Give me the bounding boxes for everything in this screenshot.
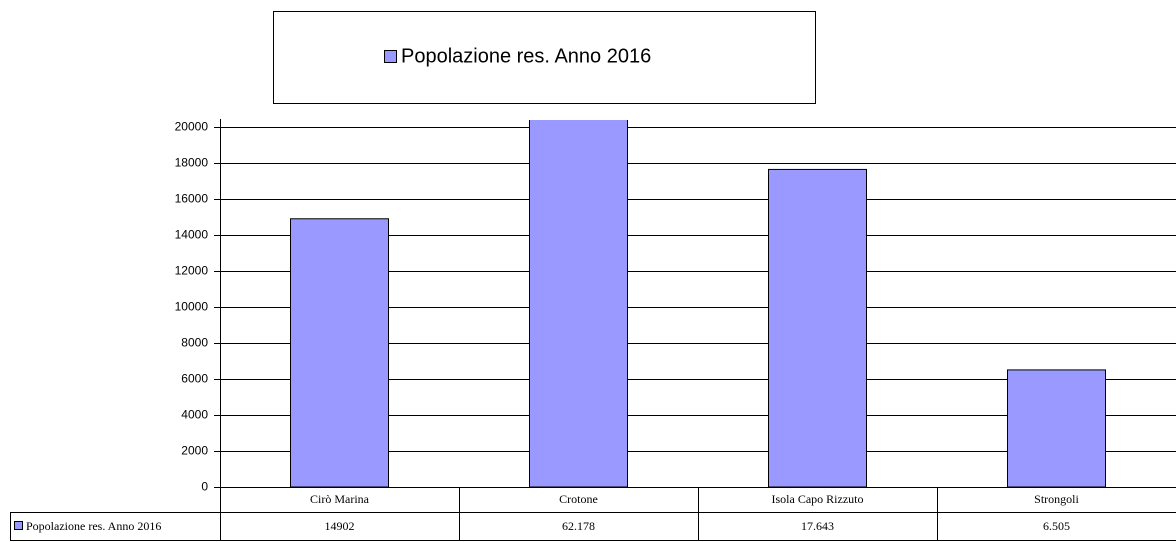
table-legend-swatch bbox=[14, 521, 23, 530]
y-tick-label: 10000 bbox=[175, 300, 209, 314]
bar bbox=[1007, 369, 1106, 487]
x-tick-label: Cirò Marina bbox=[310, 492, 370, 506]
y-tick-label: 2000 bbox=[181, 444, 208, 458]
y-tick-label: 6000 bbox=[181, 372, 208, 386]
y-tick-label: 14000 bbox=[175, 228, 209, 242]
table-value: 17.643 bbox=[801, 519, 834, 533]
plot-area bbox=[290, 120, 1106, 487]
bar bbox=[290, 218, 389, 487]
legend-swatch bbox=[384, 50, 397, 63]
y-tick-label: 16000 bbox=[175, 192, 209, 206]
bar bbox=[768, 168, 867, 487]
table-series-name: Popolazione res. Anno 2016 bbox=[26, 519, 161, 533]
y-tick-label: 4000 bbox=[181, 408, 208, 422]
y-tick-label: 18000 bbox=[175, 156, 209, 170]
y-tick-label: 0 bbox=[201, 480, 208, 494]
x-tick-label: Isola Capo Rizzuto bbox=[772, 492, 864, 506]
bar bbox=[529, 120, 628, 487]
legend-label: Popolazione res. Anno 2016 bbox=[401, 45, 651, 67]
table-value: 62.178 bbox=[562, 519, 595, 533]
table-value: 6.505 bbox=[1043, 519, 1070, 533]
x-tick-label: Strongoli bbox=[1034, 492, 1079, 506]
legend-box bbox=[273, 11, 816, 104]
y-tick-label: 20000 bbox=[175, 120, 209, 134]
x-tick-label: Crotone bbox=[559, 492, 598, 506]
y-tick-label: 12000 bbox=[175, 264, 209, 278]
y-tick-label: 8000 bbox=[181, 336, 208, 350]
table-value: 14902 bbox=[325, 519, 355, 533]
